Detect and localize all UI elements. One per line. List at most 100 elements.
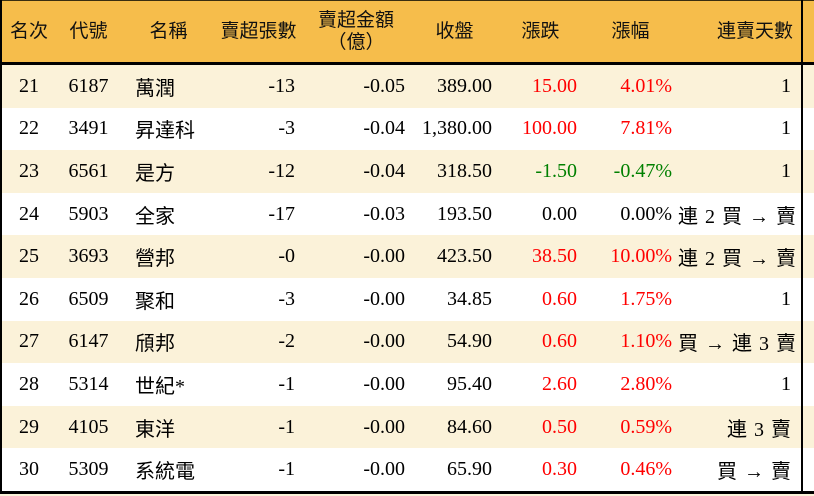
cell-change: -1.50: [498, 150, 583, 193]
col-header-code: 代號: [56, 0, 121, 64]
col-header-change: 漲跌: [498, 0, 583, 64]
adjacent-column-sliver: [801, 150, 814, 193]
cell-change-pct: 0.46%: [583, 448, 678, 493]
cell-sell-amount: -0.03: [301, 192, 411, 236]
cell-change: 38.50: [498, 235, 583, 278]
col-header-name: 名稱: [121, 0, 216, 64]
cell-close: 1,380.00: [411, 107, 498, 151]
cell-change: 0.30: [498, 448, 583, 493]
cell-name: 聚和: [121, 277, 216, 321]
cell-change: 0.60: [498, 277, 583, 321]
cell-sell-amount: -0.00: [301, 405, 411, 449]
cell-sell-volume: -1: [216, 405, 301, 449]
cell-code: 5314: [56, 363, 121, 406]
cell-close: 34.85: [411, 277, 498, 321]
cell-name: 系統電: [121, 448, 216, 493]
cell-sell-volume: -1: [216, 363, 301, 406]
cell-streak: 連 2 買 → 賣: [678, 235, 802, 278]
table-row: 25 3693 營邦 -0 -0.00 423.50 38.50 10.00% 連 2 買 → …: [1, 235, 814, 278]
cell-sell-volume: -12: [216, 150, 301, 193]
cell-streak: 買 → 賣: [678, 448, 802, 493]
cell-sell-volume: -1: [216, 448, 301, 493]
cell-streak: 買 → 連 3 賣: [678, 320, 802, 364]
cell-streak: 1: [678, 150, 802, 193]
cell-rank: 28: [1, 363, 56, 406]
cell-rank: 30: [1, 448, 56, 493]
cell-close: 389.00: [411, 63, 498, 108]
col-header-change-pct: 漲幅: [583, 0, 678, 64]
adjacent-column-sliver: [801, 277, 814, 321]
cell-code: 5903: [56, 192, 121, 236]
cell-change-pct: 10.00%: [583, 235, 678, 278]
cell-close: 193.50: [411, 192, 498, 236]
table-row: 21 6187 萬潤 -13 -0.05 389.00 15.00 4.01% 1: [1, 63, 814, 108]
cell-name: 昇達科: [121, 107, 216, 151]
adjacent-column-sliver: [801, 405, 814, 449]
cell-sell-amount: -0.04: [301, 107, 411, 151]
cell-change: 100.00: [498, 107, 583, 151]
cell-sell-volume: -13: [216, 63, 301, 108]
cell-change-pct: 0.59%: [583, 405, 678, 449]
cell-sell-volume: -2: [216, 320, 301, 364]
cell-rank: 21: [1, 63, 56, 108]
cell-code: 6187: [56, 63, 121, 108]
cell-rank: 27: [1, 320, 56, 364]
cell-name: 萬潤: [121, 63, 216, 108]
cell-sell-amount: -0.00: [301, 448, 411, 493]
cell-code: 4105: [56, 405, 121, 449]
table-row: 28 5314 世紀* -1 -0.00 95.40 2.60 2.80% 1: [1, 363, 814, 406]
cell-streak: 1: [678, 277, 802, 321]
col-header-close: 收盤: [411, 0, 498, 64]
cell-code: 6561: [56, 150, 121, 193]
cell-sell-amount: -0.00: [301, 235, 411, 278]
adjacent-column-sliver: [801, 363, 814, 406]
col-header-sell-amount: 賣超金額 （億）: [301, 0, 411, 64]
cell-change-pct: 1.75%: [583, 277, 678, 321]
cell-change: 15.00: [498, 63, 583, 108]
cell-name: 世紀*: [121, 363, 216, 406]
col-header-sell-amount-line1: 賣超金額: [317, 9, 394, 31]
cell-code: 3491: [56, 107, 121, 151]
cell-rank: 25: [1, 235, 56, 278]
adjacent-column-sliver: [801, 320, 814, 364]
cell-close: 54.90: [411, 320, 498, 364]
adjacent-column-sliver: [801, 63, 814, 108]
cell-close: 318.50: [411, 150, 498, 193]
cell-name: 是方: [121, 150, 216, 193]
cell-code: 5309: [56, 448, 121, 493]
cell-change-pct: 2.80%: [583, 363, 678, 406]
cell-change-pct: -0.47%: [583, 150, 678, 193]
table-row: 26 6509 聚和 -3 -0.00 34.85 0.60 1.75% 1: [1, 277, 814, 321]
cell-sell-amount: -0.05: [301, 63, 411, 108]
col-header-rank: 名次: [1, 0, 56, 64]
cell-change: 0.50: [498, 405, 583, 449]
cell-change-pct: 7.81%: [583, 107, 678, 151]
adjacent-column-sliver: [801, 0, 814, 64]
adjacent-column-sliver: [801, 235, 814, 278]
table-body: 21 6187 萬潤 -13 -0.05 389.00 15.00 4.01% 1 22 3491 昇…: [1, 63, 814, 493]
cell-code: 6147: [56, 320, 121, 364]
cell-streak: 連 3 賣: [678, 405, 802, 449]
cell-close: 423.50: [411, 235, 498, 278]
cell-name: 營邦: [121, 235, 216, 278]
cell-name: 東洋: [121, 405, 216, 449]
cell-code: 6509: [56, 277, 121, 321]
table-row: 23 6561 是方 -12 -0.04 318.50 -1.50 -0.47% 1: [1, 150, 814, 193]
cell-streak: 1: [678, 107, 802, 151]
cell-name: 全家: [121, 192, 216, 236]
table-row: 30 5309 系統電 -1 -0.00 65.90 0.30 0.46% 買 → 賣: [1, 448, 814, 493]
cell-rank: 29: [1, 405, 56, 449]
cell-sell-amount: -0.00: [301, 277, 411, 321]
cell-change-pct: 0.00%: [583, 192, 678, 236]
table-row: 29 4105 東洋 -1 -0.00 84.60 0.50 0.59% 連 3 賣: [1, 405, 814, 449]
cell-rank: 22: [1, 107, 56, 151]
cell-rank: 26: [1, 277, 56, 321]
cell-sell-amount: -0.00: [301, 363, 411, 406]
cell-code: 3693: [56, 235, 121, 278]
cell-sell-volume: -3: [216, 277, 301, 321]
cell-name: 頎邦: [121, 320, 216, 364]
cell-streak: 1: [678, 363, 802, 406]
table-row: 24 5903 全家 -17 -0.03 193.50 0.00 0.00% 連 2 買 → 賣: [1, 192, 814, 236]
cell-streak: 連 2 買 → 賣: [678, 192, 802, 236]
